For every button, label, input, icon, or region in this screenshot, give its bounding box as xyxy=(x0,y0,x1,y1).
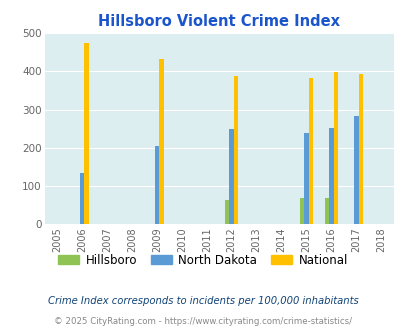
Bar xyxy=(84,43,89,224)
Text: Crime Index corresponds to incidents per 100,000 inhabitants: Crime Index corresponds to incidents per… xyxy=(47,296,358,306)
Bar xyxy=(229,129,233,224)
Text: © 2025 CityRating.com - https://www.cityrating.com/crime-statistics/: © 2025 CityRating.com - https://www.city… xyxy=(54,317,351,326)
Bar xyxy=(299,198,303,224)
Bar xyxy=(154,146,159,224)
Bar xyxy=(233,76,238,224)
Bar xyxy=(303,133,308,224)
Bar xyxy=(324,198,328,224)
Legend: Hillsboro, North Dakota, National: Hillsboro, North Dakota, National xyxy=(53,249,352,271)
Bar xyxy=(328,128,333,224)
Bar xyxy=(333,72,337,224)
Title: Hillsboro Violent Crime Index: Hillsboro Violent Crime Index xyxy=(98,14,339,29)
Bar xyxy=(159,59,163,224)
Bar xyxy=(353,116,358,224)
Bar xyxy=(224,200,229,224)
Bar xyxy=(308,78,313,224)
Bar xyxy=(80,174,84,224)
Bar xyxy=(358,74,362,224)
